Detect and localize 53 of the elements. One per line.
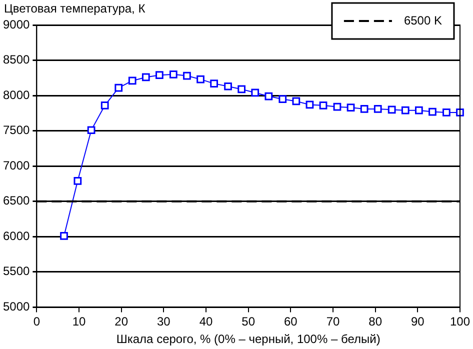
point [415,106,423,114]
y-tick-label: 5000 [2,300,30,314]
point [278,95,287,104]
point [142,73,150,82]
point [156,71,164,80]
y-tick-label: 8000 [2,88,30,102]
point [388,106,396,114]
point [183,72,191,80]
x-tick-label: 90 [410,314,425,329]
x-tick-label: 0 [33,314,40,329]
point [196,75,204,84]
x-tick-label: 50 [242,314,256,329]
point [74,176,82,185]
point [428,108,436,116]
legend-label: 6500 K [404,13,442,28]
point [333,102,342,111]
point [360,105,368,113]
point [128,76,136,85]
point [401,106,410,114]
point [87,126,96,134]
point [346,104,355,112]
point [292,97,300,106]
y-tick-label: 7000 [2,158,30,172]
point [456,108,464,116]
point [60,232,68,240]
y-axis-title: Цветовая температура, К [4,1,146,16]
y-tick-label: 5500 [2,264,30,278]
point [374,105,382,113]
x-tick-label: 30 [157,314,171,329]
point [224,82,232,90]
point [114,84,123,92]
point [319,101,328,110]
point [210,80,218,88]
point [442,108,450,116]
y-tick-label: 6500 [2,194,30,208]
point [264,92,273,100]
point [306,100,314,109]
point [100,101,109,110]
x-tick-label: 60 [284,314,298,329]
x-tick-label: 70 [326,314,340,329]
y-tick-label: 6000 [2,228,30,243]
point [238,85,246,94]
y-tick-label: 9000 [2,17,30,32]
x-axis-title: Шкала серого, % (0% – черный, 100% – белый) [116,332,380,346]
y-tick-label: 7500 [2,123,30,138]
point [251,88,260,97]
x-tick-label: 80 [368,314,382,329]
y-tick-label: 8500 [2,52,30,67]
x-tick-label: 100 [450,314,470,329]
x-tick-label: 20 [114,314,128,329]
x-tick-label: 40 [199,314,214,329]
point [169,70,178,78]
x-tick-label: 10 [72,314,86,329]
